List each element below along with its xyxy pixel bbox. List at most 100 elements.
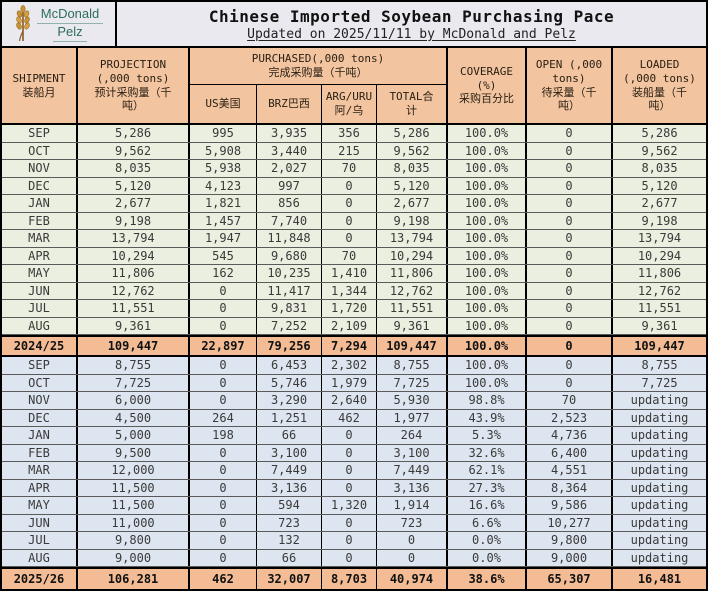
value-cell: 0 [322,212,377,229]
value-cell: 462 [322,409,377,426]
value-cell: 5,286 [641,126,678,141]
value-cell: 4,551 [527,462,613,479]
value-cell: 11,500 [78,497,190,514]
value-cell: 0 [322,427,377,444]
value-cell: 1,251 [257,409,322,426]
value-cell: 0 [190,357,257,374]
value-cell: 3,935 [257,125,322,142]
value-cell: 8,364 [527,479,613,496]
month-cell: APR [2,247,78,264]
col-header-shipment: SHIPMENT 装船月 [2,48,78,123]
value-cell: 9,586 [527,497,613,514]
value-cell: 0 [190,462,257,479]
value-cell: 4,123 [190,177,257,194]
table-row: NOV 8,035 5,938 2,027 70 8,035 100.0% 0 8,035 [2,160,706,178]
value-cell: updating [630,515,689,530]
table-row: DEC 4,500 264 1,251 462 1,977 43.9% 2,523 updati… [2,409,706,427]
value-cell: 0 [527,125,613,142]
month-cell: NOV [2,160,78,177]
value-cell: 5,930 [377,392,448,409]
value-cell: 5,120 [377,177,448,194]
value-cell: 10,294 [637,248,682,263]
value-cell: 12,000 [78,462,190,479]
value-cell: 9,000 [527,549,613,566]
value-cell: 0 [322,195,377,212]
value-cell: 0 [190,392,257,409]
value-cell: 2,109 [322,317,377,334]
value-cell: 10,277 [527,514,613,531]
value-cell: 0 [527,374,613,391]
value-cell: 9,361 [78,317,190,334]
value-cell: 62.1% [448,462,527,479]
table-row: MAY 11,806 162 10,235 1,410 11,806 100.0% 0 11,8… [2,265,706,283]
value-cell: 2,302 [322,357,377,374]
value-cell: 9,800 [527,532,613,549]
value-cell: 356 [322,125,377,142]
value-cell: 1,720 [322,300,377,317]
value-cell: 264 [190,409,257,426]
value-cell: 132 [257,532,322,549]
table-row: SEP 5,286 995 3,935 356 5,286 100.0% 0 5,286 [2,125,706,143]
month-cell: NOV [2,392,78,409]
value-cell: 0 [527,160,613,177]
value-cell: 16,481 [637,572,682,586]
value-cell: 856 [257,195,322,212]
value-cell: 13,794 [377,230,448,247]
value-cell: 11,806 [78,265,190,282]
value-cell: 3,136 [377,479,448,496]
value-cell: 545 [190,247,257,264]
value-cell: 66 [257,549,322,566]
month-cell: JAN [2,195,78,212]
value-cell: 0 [322,532,377,549]
value-cell: 1,977 [377,409,448,426]
value-cell: 1,914 [377,497,448,514]
value-cell: 9,562 [78,142,190,159]
value-cell: 38.6% [448,569,527,589]
value-cell: 0 [377,549,448,566]
value-cell: updating [630,533,689,548]
report-title: Chinese Imported Soybean Purchasing Pace [208,6,615,26]
value-cell: 7,725 [377,374,448,391]
value-cell: 0 [322,549,377,566]
value-cell: 100.0% [448,125,527,142]
value-cell: 65,307 [527,569,613,589]
value-cell: 12,762 [637,283,682,298]
value-cell: 9,500 [78,444,190,461]
value-cell: 0 [527,247,613,264]
table-row: OCT 7,725 0 5,746 1,979 7,725 100.0% 0 7,725 [2,374,706,392]
value-cell: 0 [527,300,613,317]
value-cell: updating [630,393,689,408]
value-cell: 100.0% [448,374,527,391]
value-cell: 0.0% [448,532,527,549]
month-cell: AUG [2,549,78,566]
month-cell: MAY [2,265,78,282]
month-cell: MAY [2,497,78,514]
value-cell: 100.0% [448,142,527,159]
table-row: DEC 5,120 4,123 997 0 5,120 100.0% 0 5,120 [2,177,706,195]
value-cell: 11,551 [637,301,682,316]
value-cell: 16.6% [448,497,527,514]
value-cell: 0 [527,282,613,299]
month-cell: JUL [2,532,78,549]
table-row: MAR 12,000 0 7,449 0 7,449 62.1% 4,551 updating [2,462,706,480]
month-cell: JUN [2,282,78,299]
value-cell: 8,035 [377,160,448,177]
value-cell: 995 [190,125,257,142]
value-cell: updating [630,550,689,565]
total-row: 2025/26 106,281 462 32,007 8,703 40,974 38.6% 6… [2,567,706,589]
value-cell: 3,136 [257,479,322,496]
banner: McDonald Pelz Chinese Imported Soybean P… [2,2,706,48]
table-row: JUN 11,000 0 723 0 723 6.6% 10,277 updating [2,514,706,532]
value-cell: 13,794 [78,230,190,247]
value-cell: 7,252 [257,317,322,334]
value-cell: 98.8% [448,392,527,409]
value-cell: 0.0% [448,549,527,566]
value-cell: 109,447 [377,337,448,355]
value-cell: 1,410 [322,265,377,282]
table-row: JUL 9,800 0 132 0 0 0.0% 9,800 updating [2,532,706,550]
value-cell: updating [630,463,689,478]
table-row: FEB 9,500 0 3,100 0 3,100 32.6% 6,400 updating [2,444,706,462]
value-cell: 100.0% [448,230,527,247]
table-row: OCT 9,562 5,908 3,440 215 9,562 100.0% 0 9,562 [2,142,706,160]
